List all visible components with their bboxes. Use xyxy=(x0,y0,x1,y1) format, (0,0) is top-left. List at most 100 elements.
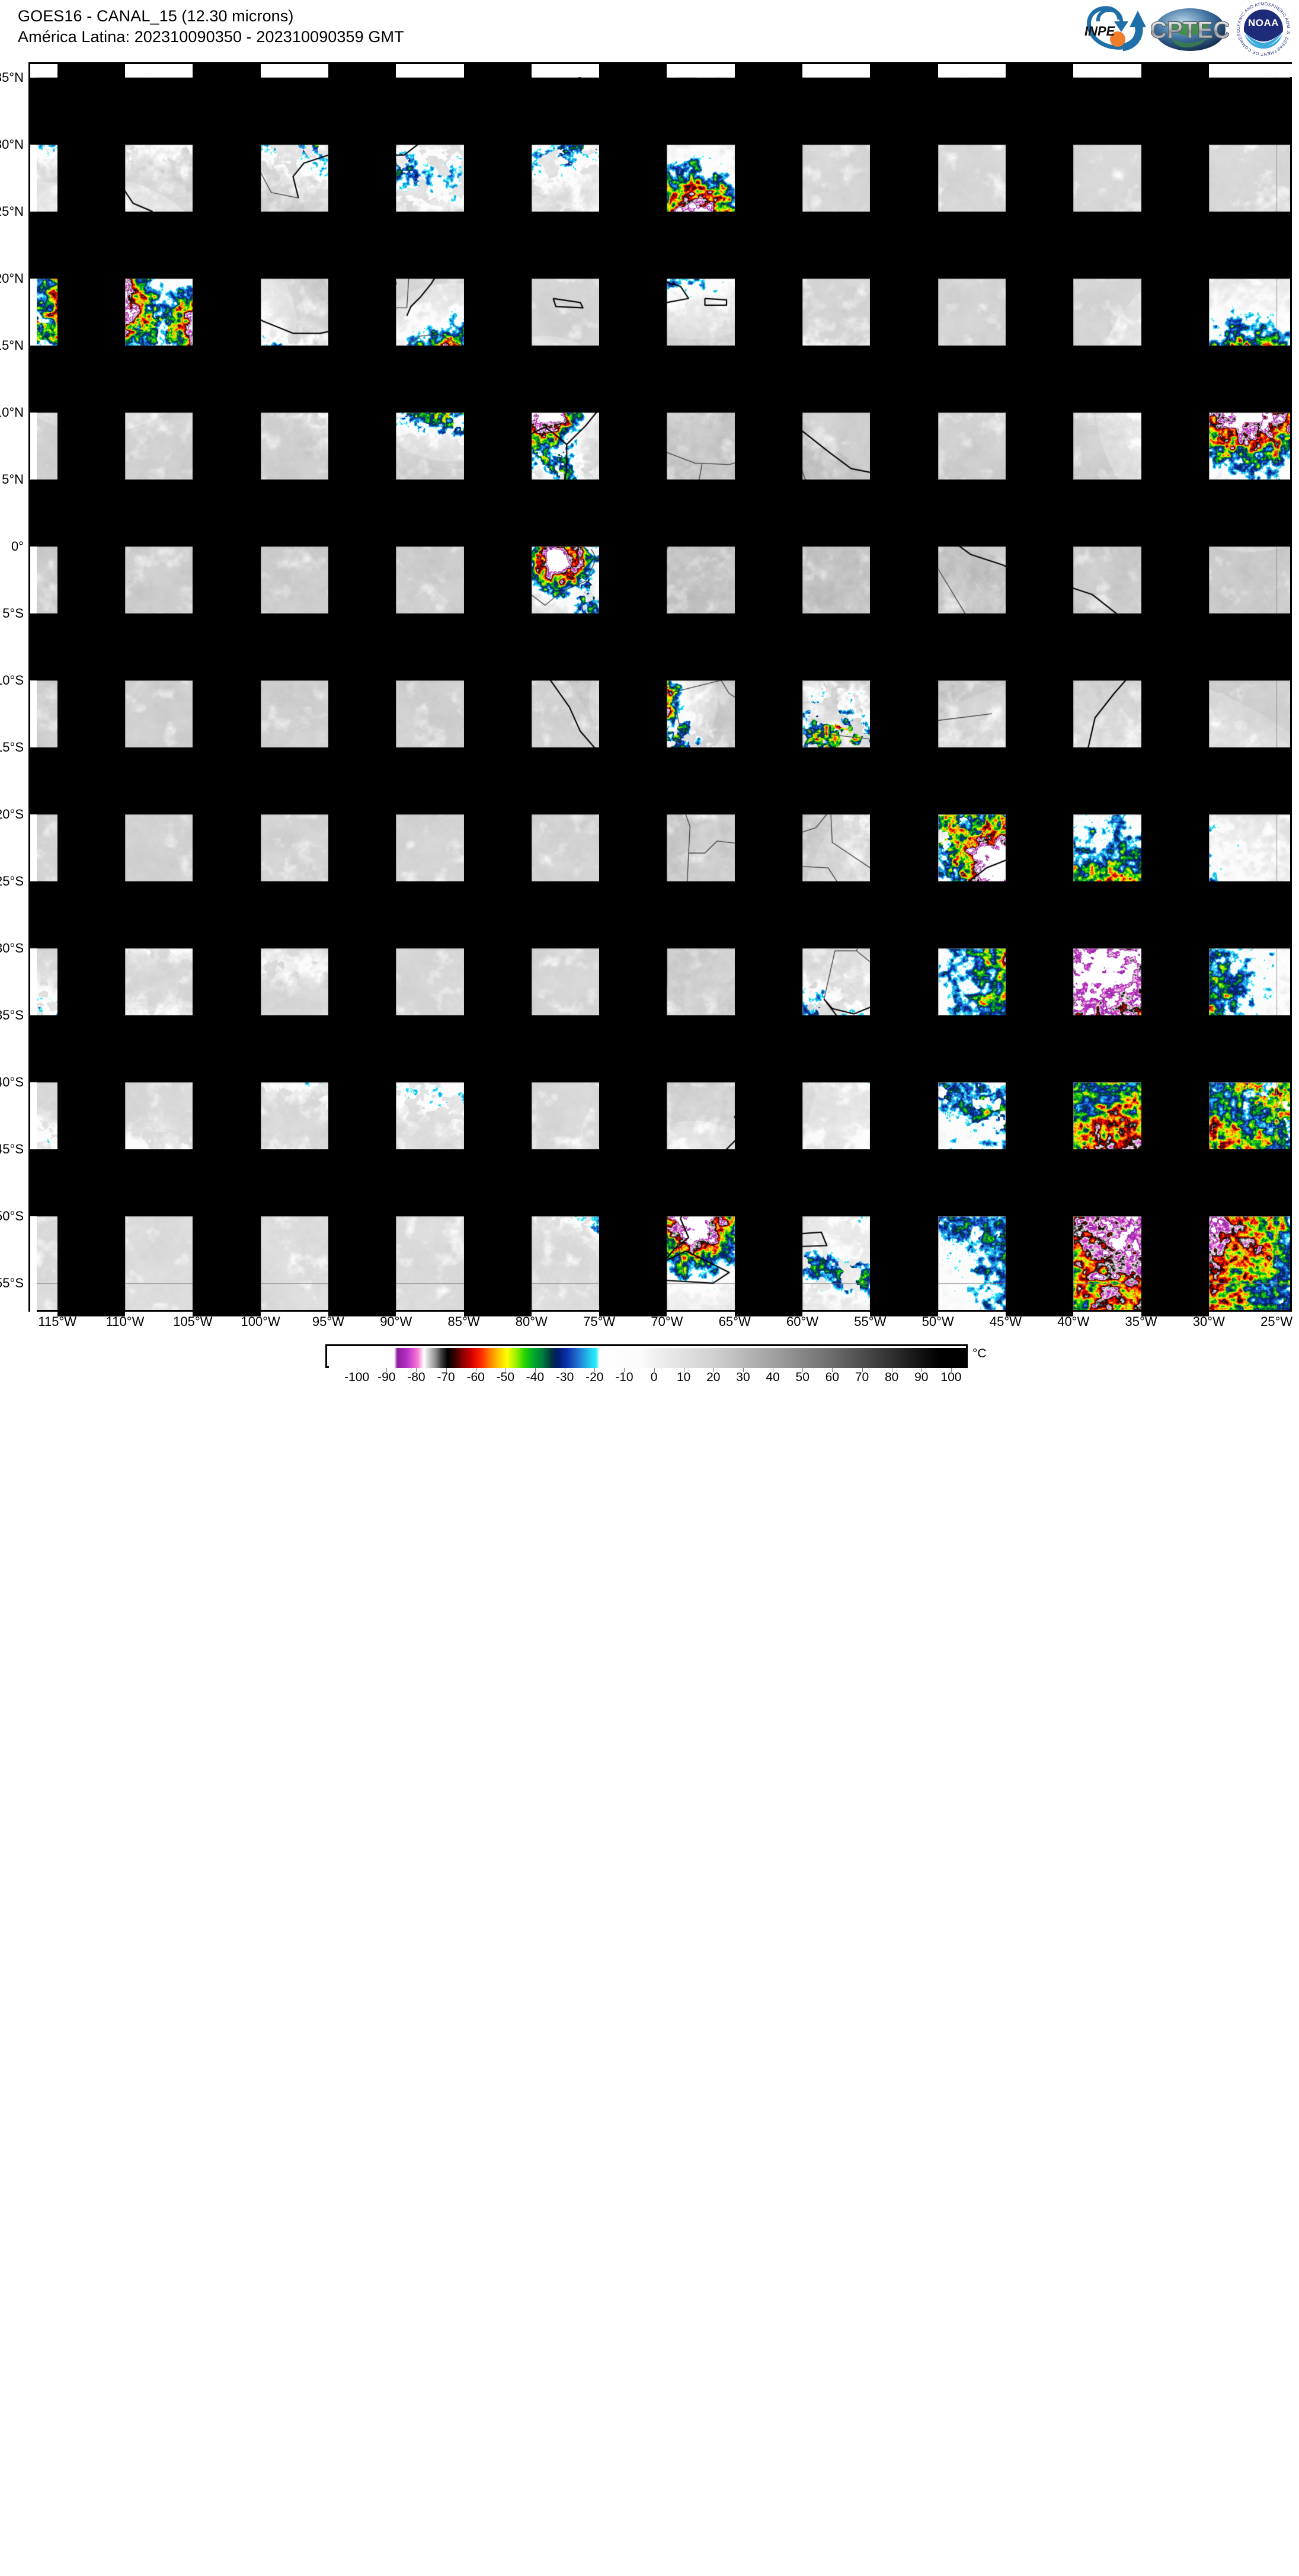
lon-tick-label: 75°W xyxy=(583,1314,616,1329)
ruler-segment xyxy=(30,479,1290,546)
ruler-segment xyxy=(30,613,1290,680)
lat-tick-label: 50°S xyxy=(0,1208,24,1223)
logo-bar: INPE xyxy=(1076,1,1293,57)
cptec-logo-text: CPTEC xyxy=(1151,17,1229,43)
lon-tick-label: 65°W xyxy=(718,1314,751,1329)
colorbar-tick-label: -10 xyxy=(615,1370,633,1384)
lon-tick-label: 110°W xyxy=(105,1314,145,1329)
lon-tick-label: 40°W xyxy=(1057,1314,1090,1329)
lon-tick-label: 55°W xyxy=(854,1314,887,1329)
ruler-segment xyxy=(30,747,1290,814)
colorbar-tick xyxy=(832,1368,833,1372)
colorbar-tick-label: -50 xyxy=(496,1370,515,1384)
colorbar-tick xyxy=(386,1368,388,1372)
colorbar-tick xyxy=(951,1368,952,1372)
lon-tick-label: 95°W xyxy=(312,1314,344,1329)
colorbar-tick-label: 0 xyxy=(650,1370,658,1384)
colorbar-ticks xyxy=(325,1368,968,1380)
colorbar-tick-label: 100 xyxy=(940,1370,962,1384)
noaa-logo: NATIONAL OCEANIC AND ATMOSPHERIC ADMINIS… xyxy=(1234,1,1293,57)
colorbar-tick-label: -20 xyxy=(585,1370,604,1384)
lat-tick-label: 35°N xyxy=(0,69,24,85)
ruler-segment xyxy=(30,1015,1290,1082)
colorbar-tick-label: -100 xyxy=(344,1370,370,1384)
temperature-colorbar[interactable]: -100 -90 -80 -70 -60 -50 -40 -30 -20 -10 0 10 20 30 40… xyxy=(325,1344,987,1384)
longitude-axis: 115°W 110°W 105°W 100°W 95°W 90°W 85°W 80°W 75°W… xyxy=(28,1312,1292,1335)
colorbar-tick-label: -30 xyxy=(555,1370,574,1384)
lon-tick-label: 45°W xyxy=(989,1314,1022,1329)
colorbar-tick-label: 20 xyxy=(706,1370,721,1384)
ruler-segment xyxy=(30,77,1290,145)
lat-tick-label: 5°N xyxy=(2,471,24,487)
noaa-logo-text: NOAA xyxy=(1248,17,1279,28)
colorbar-tick xyxy=(446,1368,447,1372)
colorbar-tick-label: 30 xyxy=(736,1370,750,1384)
ruler-top xyxy=(30,64,1294,1310)
colorbar-tick-labels: -100 -90 -80 -70 -60 -50 -40 -30 -20 -10 0 10 20 30 40… xyxy=(325,1370,968,1388)
lat-tick-label: 30°N xyxy=(0,136,24,152)
lon-tick-label: 50°W xyxy=(922,1314,954,1329)
title-line-region-time: América Latina: 202310090350 - 202310090… xyxy=(18,28,404,46)
lat-tick-label: 10°S xyxy=(0,672,24,688)
colorbar-tick-label: 70 xyxy=(855,1370,869,1384)
lon-tick-label: 70°W xyxy=(651,1314,683,1329)
title-line-satellite-channel: GOES16 - CANAL_15 (12.30 microns) xyxy=(18,7,294,25)
map-frame xyxy=(28,62,1294,2576)
colorbar-gradient xyxy=(329,1348,968,1368)
colorbar-tick xyxy=(862,1368,863,1372)
colorbar-tick-label: -40 xyxy=(526,1370,545,1384)
ruler-bottom xyxy=(30,71,1294,1316)
lon-tick-label: 60°W xyxy=(786,1314,819,1329)
colorbar-tick-label: -90 xyxy=(377,1370,396,1384)
ruler-segment xyxy=(30,1149,1290,1216)
colorbar-tick xyxy=(624,1368,625,1372)
lat-tick-label: 25°S xyxy=(0,873,24,889)
lat-tick-label: 5°S xyxy=(2,605,24,621)
colorbar-tick xyxy=(416,1368,417,1372)
cptec-logo: CPTEC xyxy=(1151,1,1229,57)
colorbar-tick xyxy=(535,1368,536,1372)
lon-tick-label: 115°W xyxy=(38,1314,77,1329)
lat-tick-label: 20°S xyxy=(0,806,24,822)
satellite-map[interactable] xyxy=(28,62,1294,2576)
lat-tick-label: 45°S xyxy=(0,1141,24,1156)
colorbar-tick-label: -80 xyxy=(407,1370,425,1384)
lat-tick-label: 55°S xyxy=(0,1275,24,1290)
colorbar-tick-label: 40 xyxy=(766,1370,780,1384)
lat-tick-label: 0° xyxy=(11,538,24,554)
header: GOES16 - CANAL_15 (12.30 microns) Améric… xyxy=(0,0,1299,59)
colorbar-tick-label: 60 xyxy=(825,1370,840,1384)
ruler-segment xyxy=(30,881,1290,948)
colorbar-unit-label: °C xyxy=(972,1347,987,1360)
lon-tick-label: 25°W xyxy=(1260,1314,1293,1329)
colorbar-tick-label: 80 xyxy=(884,1370,899,1384)
lon-tick-label: 30°W xyxy=(1192,1314,1225,1329)
lat-tick-label: 35°S xyxy=(0,1007,24,1022)
ruler-segment xyxy=(30,211,1290,279)
colorbar-tick xyxy=(743,1368,744,1372)
lon-tick-label: 85°W xyxy=(447,1314,480,1329)
lat-tick-label: 30°S xyxy=(0,940,24,955)
lat-tick-label: 40°S xyxy=(0,1074,24,1089)
lon-tick-label: 90°W xyxy=(380,1314,412,1329)
latitude-axis: 35°N 30°N 25°N 20°N 15°N 10°N 5°N 0° 5°S 10°S 15°S… xyxy=(0,62,28,1312)
colorbar-tick-label: -70 xyxy=(437,1370,455,1384)
lat-tick-label: 20°N xyxy=(0,270,24,286)
inpe-logo: INPE xyxy=(1076,1,1146,57)
lat-tick-label: 15°S xyxy=(0,739,24,755)
lon-tick-label: 80°W xyxy=(515,1314,548,1329)
colorbar-tick-label: -60 xyxy=(466,1370,485,1384)
lon-tick-label: 100°W xyxy=(241,1314,280,1329)
colorbar-tick xyxy=(802,1368,804,1372)
inpe-logo-text: INPE xyxy=(1084,24,1116,39)
colorbar-tick-label: 50 xyxy=(795,1370,810,1384)
lat-tick-label: 15°N xyxy=(0,337,24,353)
colorbar-tick xyxy=(505,1368,506,1372)
lon-tick-label: 35°W xyxy=(1125,1314,1157,1329)
ruler-right xyxy=(30,77,1290,2576)
colorbar-frame xyxy=(325,1344,968,1368)
lat-tick-label: 25°N xyxy=(0,203,24,219)
lat-tick-label: 10°N xyxy=(0,404,24,420)
colorbar-tick xyxy=(654,1368,655,1372)
colorbar-tick-label: 90 xyxy=(914,1370,929,1384)
